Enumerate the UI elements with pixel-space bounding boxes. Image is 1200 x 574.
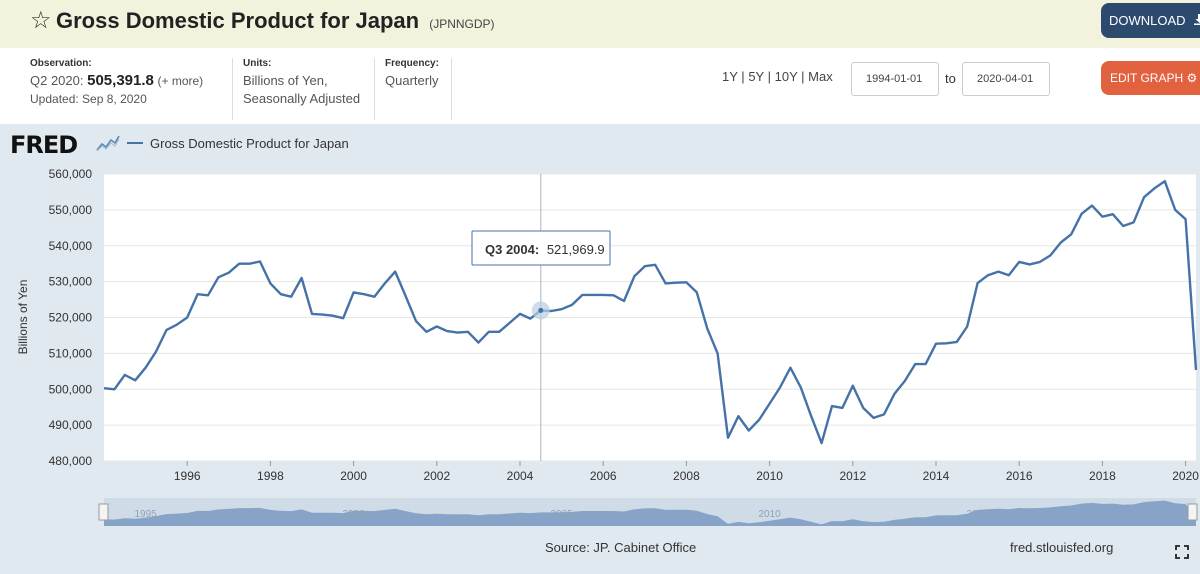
to-label: to [945, 71, 956, 86]
units-label: Units: [243, 58, 272, 69]
y-tick-label: 550,000 [49, 203, 93, 217]
observation-label: Observation: [30, 58, 92, 69]
navigator-year-label: 2010 [758, 509, 781, 520]
navigator-year-label: 2000 [342, 509, 365, 520]
units-line2: Seasonally Adjusted [243, 91, 361, 106]
gridlines [104, 173, 1196, 462]
series-line-gdp-japan [103, 180, 1198, 445]
y-tick-label: 560,000 [49, 167, 93, 181]
line-chart[interactable]: 480,000 490,000 500,000 510,000 520,000 530,0… [0, 124, 1200, 536]
navigator-labels: 1995 2000 2005 2010 2015 [134, 509, 989, 520]
navigator-year-label: 1995 [134, 509, 157, 520]
range-5y-link[interactable]: 5Y [748, 69, 764, 84]
y-tick-label: 500,000 [49, 382, 93, 396]
edit-graph-button[interactable]: EDIT GRAPH ⚙ [1101, 61, 1200, 95]
edit-graph-label: EDIT GRAPH [1110, 71, 1184, 85]
x-tick-label: 1998 [257, 469, 284, 483]
navigator-handle-right[interactable] [1187, 503, 1198, 521]
x-tick-label: 2010 [756, 469, 783, 483]
site-link[interactable]: fred.stlouisfed.org [1010, 540, 1114, 555]
tooltip-text: Q3 2004: 521,969.9 [485, 242, 605, 257]
range-1y-link[interactable]: 1Y [722, 69, 738, 84]
navigator-handle-left[interactable] [98, 503, 109, 521]
x-tick-label: 2014 [923, 469, 950, 483]
units-block: Units: Billions of Yen, Seasonally Adjus… [232, 58, 374, 120]
range-10y-link[interactable]: 10Y [774, 69, 798, 84]
fred-logo-icon [96, 134, 120, 157]
frequency-block: Frequency: Quarterly [374, 58, 452, 120]
tooltip-period: Q3 2004: [485, 242, 539, 257]
fred-logo: FRED [10, 131, 78, 159]
navigator-year-label: 2015 [966, 509, 989, 520]
tooltip: Q3 2004: 521,969.9 [471, 230, 611, 266]
y-tick-label: 520,000 [49, 311, 93, 325]
y-axis-ticks: 480,000 490,000 500,000 510,000 520,000 530,0… [49, 167, 93, 468]
x-tick-label: 2002 [423, 469, 450, 483]
units-line1: Billions of Yen, [243, 73, 328, 88]
observation-block: Observation: Q2 2020: 505,391.8 (+ more)… [20, 58, 232, 120]
x-tick-label: 2012 [839, 469, 866, 483]
download-label: DOWNLOAD [1109, 13, 1186, 28]
highlight-point[interactable] [538, 307, 544, 313]
x-tick-label: 2018 [1089, 469, 1116, 483]
y-tick-label: 510,000 [49, 346, 93, 360]
expand-icon[interactable] [1175, 545, 1189, 562]
download-button[interactable]: DOWNLOAD [1101, 3, 1200, 38]
range-sep: | [767, 69, 771, 84]
y-tick-label: 540,000 [49, 239, 93, 253]
range-sep: | [801, 69, 805, 84]
tooltip-value: 521,969.9 [547, 242, 605, 257]
x-tick-label: 2006 [590, 469, 617, 483]
observation-period: Q2 2020: [30, 73, 84, 88]
observation-more-link[interactable]: (+ more) [157, 74, 204, 88]
x-tick-label: 2016 [1006, 469, 1033, 483]
source-note: Source: JP. Cabinet Office [545, 540, 697, 555]
star-icon[interactable]: ☆ [30, 7, 52, 34]
y-tick-label: 490,000 [49, 418, 93, 432]
series-code: (JPNNGDP) [429, 17, 495, 31]
x-tick-label: 2020 [1172, 469, 1199, 483]
x-tick-label: 2000 [340, 469, 367, 483]
frequency-label: Frequency: [385, 58, 439, 69]
tooltip-box [471, 230, 611, 266]
series-title: Gross Domestic Product for Japan [56, 8, 420, 33]
download-icon [1194, 13, 1200, 28]
page-title: Gross Domestic Product for Japan (JPNNGD… [56, 8, 495, 34]
observation-value: 505,391.8 [87, 72, 154, 89]
legend-swatch [127, 142, 143, 144]
range-selector: 1Y | 5Y | 10Y | Max [722, 69, 833, 84]
y-tick-label: 480,000 [49, 454, 93, 468]
x-tick-label: 2004 [507, 469, 534, 483]
legend-label: Gross Domestic Product for Japan [150, 136, 349, 151]
navigator-area [104, 500, 1196, 526]
updated-date: Updated: Sep 8, 2020 [30, 92, 147, 106]
end-date-input[interactable]: 2020-04-01 [962, 62, 1050, 96]
title-bar [0, 0, 1200, 48]
gear-icon: ⚙ [1186, 71, 1198, 85]
navigator-year-label: 2005 [550, 509, 573, 520]
x-axis-ticks: 1996 1998 2000 2002 2004 2006 2008 2010 2012 2014… [174, 461, 1199, 483]
observation-line: Q2 2020: 505,391.8 (+ more) [30, 72, 232, 90]
y-tick-label: 530,000 [49, 275, 93, 289]
start-date-input[interactable]: 1994-01-01 [851, 62, 939, 96]
x-tick-label: 1996 [174, 469, 201, 483]
range-max-link[interactable]: Max [808, 69, 833, 84]
frequency-value: Quarterly [385, 73, 439, 88]
range-sep: | [741, 69, 745, 84]
x-tick-label: 2008 [673, 469, 700, 483]
y-axis-label: Billions of Yen [16, 280, 30, 355]
